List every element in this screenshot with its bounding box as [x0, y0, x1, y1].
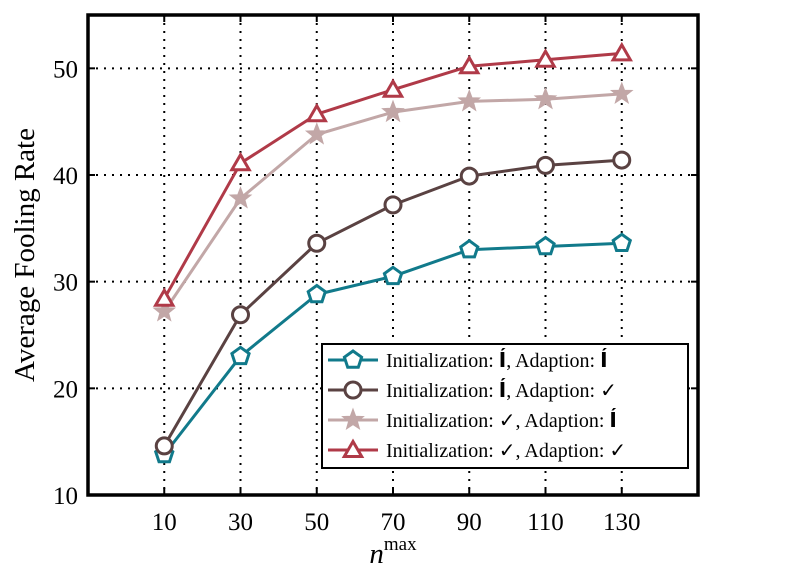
data-point — [458, 238, 480, 259]
data-point — [612, 150, 632, 170]
x-tick-label: 50 — [304, 509, 329, 536]
data-point — [459, 166, 479, 186]
data-point — [534, 48, 557, 68]
data-point — [457, 54, 481, 75]
data-point — [152, 287, 176, 307]
legend-entry: Initialization: ✓, Adaption: Í — [386, 408, 617, 432]
legend: Initialization: Í, Adaption: ÍInitializa… — [321, 343, 689, 469]
legend-adapt-prefix: , Adaption: — [516, 410, 610, 432]
data-point — [230, 345, 251, 366]
data-point — [307, 233, 327, 253]
data-point — [610, 41, 633, 62]
legend-init-prefix: Initialization: — [386, 410, 499, 432]
legend-init-prefix: Initialization: — [386, 350, 499, 372]
legend-adapt-prefix: , Adaption: — [506, 350, 600, 372]
legend-init-prefix: Initialization: — [386, 440, 499, 462]
data-point — [306, 283, 328, 304]
data-point — [609, 81, 634, 104]
y-axis-label: Average Fooling Rate — [9, 128, 41, 382]
x-tick-label: 90 — [457, 509, 482, 536]
x-tick-label: 70 — [381, 509, 406, 536]
data-point — [231, 305, 250, 325]
x-axis-label-base: n — [369, 538, 384, 570]
legend-adapt-mark: ✓ — [609, 438, 626, 462]
x-tick-label: 10 — [152, 509, 177, 536]
x-tick-label: 30 — [228, 509, 253, 536]
series-layer — [152, 41, 634, 464]
legend-marker — [341, 438, 365, 458]
data-point — [535, 235, 556, 256]
y-tick-label: 30 — [53, 270, 78, 297]
legend-marker — [343, 380, 363, 400]
series-3 — [152, 81, 634, 322]
data-point — [382, 265, 404, 286]
y-tick-label: 10 — [53, 483, 78, 510]
legend-init-mark: Í — [499, 348, 506, 372]
tick-layer: 10 30 50 70 90 110 130 10 20 30 40 50 — [53, 15, 698, 536]
data-point — [611, 232, 633, 252]
data-point — [381, 78, 405, 98]
legend-adapt-mark: Í — [609, 408, 616, 432]
data-point — [228, 186, 253, 209]
data-point — [457, 88, 482, 112]
data-point — [533, 86, 558, 110]
x-axis-label-sup: max — [384, 534, 417, 555]
legend-entry: Initialization: Í, Adaption: ✓ — [386, 378, 617, 402]
data-point — [154, 436, 174, 456]
series-2 — [154, 150, 632, 456]
data-point — [381, 99, 405, 123]
legend-adapt-mark: Í — [600, 348, 607, 372]
data-point — [305, 102, 328, 123]
data-point — [383, 195, 403, 215]
legend-adapt-prefix: , Adaption: — [506, 380, 600, 402]
y-tick-label: 40 — [53, 163, 78, 190]
x-tick-label: 130 — [603, 509, 641, 536]
legend-init-mark: ✓ — [499, 438, 516, 462]
data-point — [152, 299, 177, 322]
legend-init-mark: Í — [499, 378, 506, 402]
y-tick-label: 50 — [53, 56, 78, 83]
legend-marker — [342, 349, 364, 369]
data-point — [304, 122, 329, 145]
legend-adapt-mark: ✓ — [600, 378, 617, 402]
x-tick-label: 110 — [527, 509, 564, 536]
x-axis-label: nmax — [369, 534, 417, 570]
series-4 — [152, 41, 633, 307]
y-tick-label: 20 — [53, 376, 78, 403]
legend-init-prefix: Initialization: — [386, 380, 499, 402]
legend-box — [321, 343, 689, 469]
legend-entry: Initialization: Í, Adaption: Í — [386, 348, 608, 372]
legend-adapt-prefix: , Adaption: — [516, 440, 610, 462]
legend-marker — [341, 407, 365, 431]
legend-entry: Initialization: ✓, Adaption: ✓ — [386, 438, 626, 462]
legend-init-mark: ✓ — [499, 408, 516, 432]
data-point — [536, 155, 555, 175]
data-point — [229, 151, 252, 172]
